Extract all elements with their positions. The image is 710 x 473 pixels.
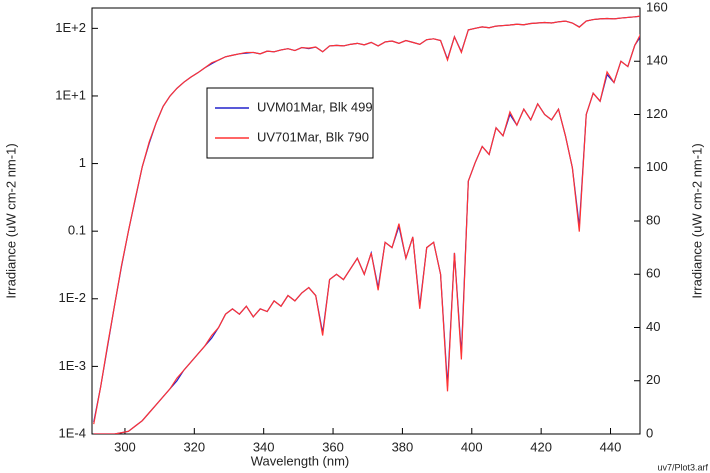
x-tick-label: 360 bbox=[322, 439, 344, 454]
y2-axis-label: Irradiance (uW cm-2 nm-1) bbox=[689, 143, 704, 298]
x-tick-label: 400 bbox=[461, 439, 483, 454]
footnote: uv7/Plot3.arf bbox=[657, 462, 708, 472]
legend-label: UVM01Mar, Blk 499 bbox=[257, 99, 373, 114]
y-tick-label: 1E-4 bbox=[59, 425, 86, 440]
x-tick-label: 440 bbox=[600, 439, 622, 454]
y2-tick-label: 60 bbox=[646, 266, 660, 281]
log-line bbox=[93, 15, 640, 425]
x-tick-label: 320 bbox=[183, 439, 205, 454]
y-axis-label: Irradiance (uW cm-2 nm-1) bbox=[3, 143, 18, 298]
y2-tick-label: 140 bbox=[646, 53, 668, 68]
x-tick-label: 300 bbox=[114, 439, 136, 454]
y2-tick-label: 120 bbox=[646, 106, 668, 121]
legend-box bbox=[206, 87, 374, 159]
log-line bbox=[93, 15, 640, 423]
y-tick-label: 1E+2 bbox=[55, 20, 86, 35]
y2-tick-label: 40 bbox=[646, 319, 660, 334]
y2-tick-label: 80 bbox=[646, 212, 660, 227]
x-tick-label: 420 bbox=[530, 439, 552, 454]
y-tick-label: 0.1 bbox=[68, 223, 86, 238]
y2-tick-label: 160 bbox=[646, 0, 668, 14]
y2-tick-label: 0 bbox=[646, 425, 653, 440]
y2-tick-label: 20 bbox=[646, 372, 660, 387]
y-tick-label: 1E-3 bbox=[59, 358, 86, 373]
linear-line bbox=[93, 33, 640, 434]
y-tick-label: 1E+1 bbox=[55, 87, 86, 102]
legend-label: UV701Mar, Blk 790 bbox=[257, 129, 369, 144]
y-tick-label: 1 bbox=[79, 155, 86, 170]
x-axis-label: Wavelength (nm) bbox=[251, 453, 350, 468]
x-tick-label: 380 bbox=[392, 439, 414, 454]
x-tick-label: 340 bbox=[253, 439, 275, 454]
plot-frame bbox=[91, 7, 641, 435]
y2-tick-label: 100 bbox=[646, 159, 668, 174]
y-tick-label: 1E-2 bbox=[59, 290, 86, 305]
